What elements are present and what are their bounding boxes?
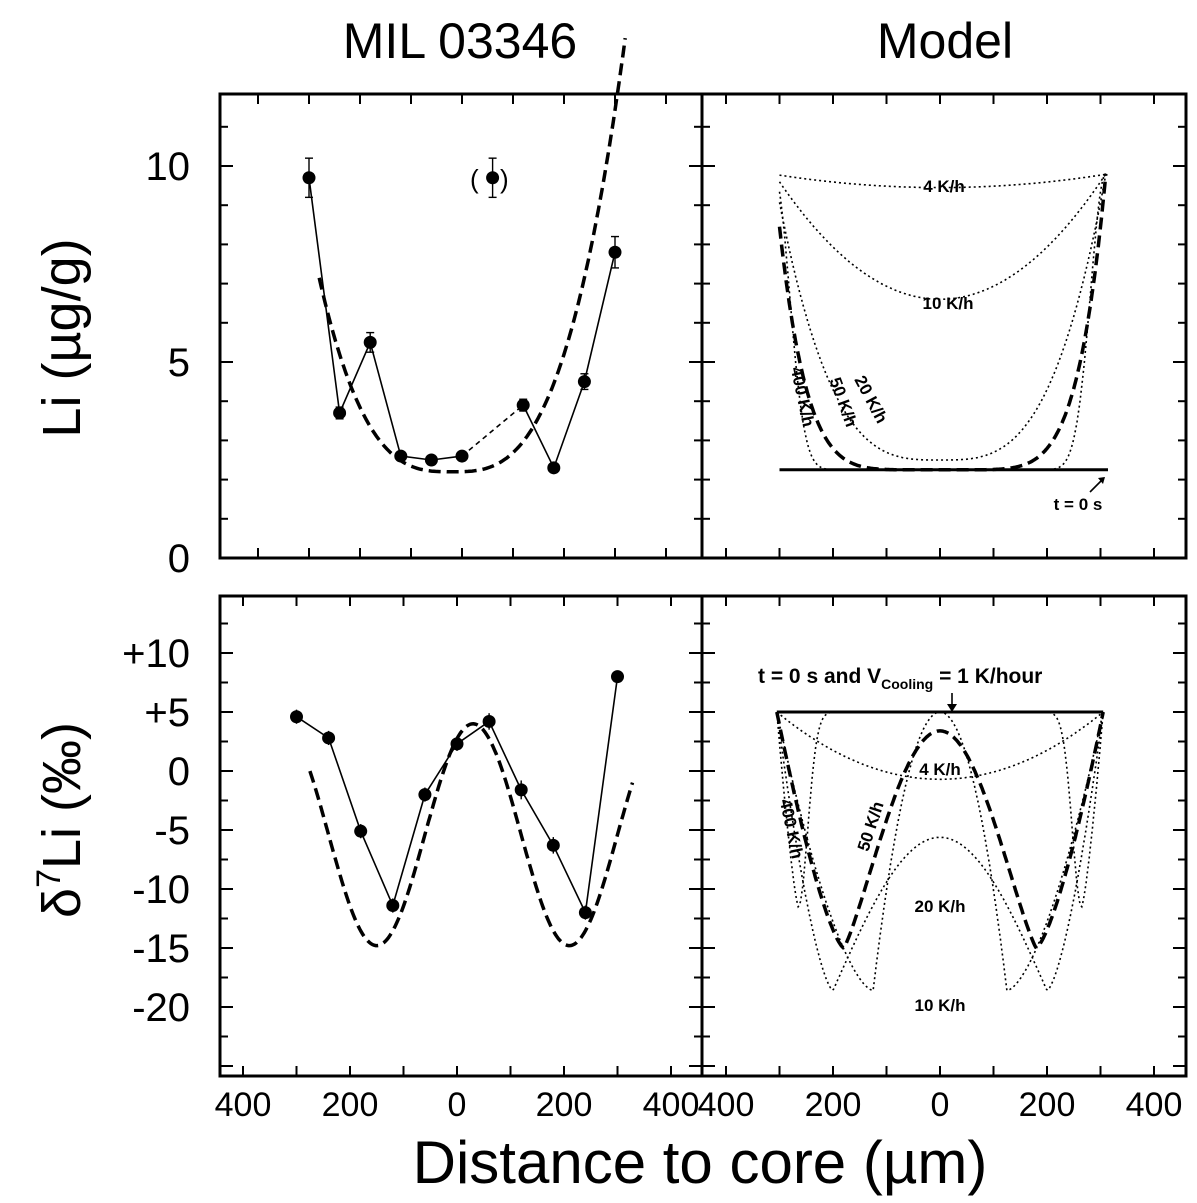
tl-data-point-4 [424,453,438,467]
bl-ytick-label-2: 0 [168,750,190,794]
bl-ytick-label-3: -5 [154,809,190,853]
br-label-10kh: 10 K/h [914,996,965,1015]
tr-curve-10kh [778,173,1107,301]
frame-top-left [218,92,704,560]
tl-connect-line-0 [308,177,463,461]
bl-model-curve [308,722,635,948]
bl-data-point-8 [546,838,560,852]
tr-curve-400kh [778,173,1107,471]
tl-connect-line-2 [522,252,616,470]
ylabel-bottom-prefix: δ [32,888,92,918]
tr-label-400kh: 400 K/h [787,365,818,428]
tl-data-point-5 [455,449,469,463]
tr-label-10kh: 10 K/h [922,294,973,313]
bl-xtick-label-2: 0 [448,1086,467,1124]
bl-data-point-3 [386,899,400,913]
panel-bottom-right: 400 200 0 200 400 [698,596,1186,1124]
tl-connect-line-1 [461,404,524,457]
col-title-right: Model [877,13,1013,69]
br-curve-4kh [776,711,1104,781]
tl-ytick-label-0: 0 [168,537,190,581]
br-curve-10kh [776,711,1104,992]
excluded-paren-right: ) [500,164,509,194]
bl-data-point-1 [322,731,336,745]
col-title-left: MIL 03346 [343,13,577,69]
br-header-b: = 1 K/hour [933,665,1042,688]
bl-ytick-label-4: -10 [132,868,190,912]
bl-xtick-label-0: 400 [215,1086,272,1124]
panel-top-right [702,94,1186,558]
bl-data-point-4 [418,788,432,802]
tl-data-point-2 [363,335,377,349]
br-header: t = 0 s and VCooling = 1 K/hour [758,665,1042,692]
tr-label-4kh: 4 K/h [923,177,965,196]
tl-data-point-6 [516,398,530,412]
bl-data-point-5 [450,737,464,751]
bl-data-point-10 [611,670,624,684]
tr-curve-20kh [778,173,1107,461]
br-header-a: t = 0 s and V [758,665,881,688]
xlabel: Distance to core (µm) [413,1129,988,1196]
bl-xtick-label-1: 200 [322,1086,379,1124]
br-xtick-label-2: 0 [931,1086,950,1124]
tr-label-t0: t = 0 s [1054,495,1103,514]
ylabel-bottom: δ7Li (‰) [30,722,92,918]
br-xtick-label-3: 200 [1019,1086,1076,1124]
br-header-sub: Cooling [881,676,933,692]
br-curve-50kh [775,711,1105,950]
panel-top-left: 0 5 10 [146,37,702,581]
bl-ytick-label-6: -20 [132,986,190,1030]
tl-excluded-point [486,171,500,185]
tl-data-point-9 [608,245,622,259]
tl-model-curve [317,37,627,474]
tl-data-point-1 [333,406,347,420]
excluded-paren-left: ( [470,164,479,194]
br-curve-20kh [776,711,1104,992]
frame-top-right [700,92,1188,560]
tl-ytick-label-2: 10 [146,145,191,189]
tl-data-point-8 [577,375,591,389]
ylabel-bottom-sup: 7 [30,869,68,888]
tl-data-point-3 [394,449,408,463]
bl-xtick-label-4: 400 [643,1086,700,1124]
tl-data-point-0 [302,171,316,185]
frame-bottom-left [218,594,704,1078]
bl-ytick-label-5: -15 [132,927,190,971]
br-label-20kh: 20 K/h [914,897,965,916]
br-xtick-label-1: 200 [805,1086,862,1124]
br-xtick-label-4: 400 [1126,1086,1183,1124]
br-curve-400kh [776,711,1104,909]
bl-data-point-7 [514,783,528,797]
bl-data-point-9 [578,906,592,920]
bl-data-point-6 [482,714,496,728]
tl-ytick-label-1: 5 [168,341,190,385]
tr-t0-arrowhead [1098,477,1105,484]
tl-data-point-7 [547,461,561,475]
frame-bottom-right [700,594,1188,1078]
bl-ytick-label-0: +10 [122,632,190,676]
panel-bottom-left: +10 +5 0 -5 -10 -15 -20 400 200 0 200 400 [122,596,702,1124]
tr-curve-50kh [777,173,1108,472]
bl-data-point-0 [290,710,303,724]
bl-ytick-label-1: +5 [144,691,190,735]
br-header-arrowhead [947,704,957,712]
br-xtick-label-0: 400 [698,1086,755,1124]
ylabel-top: Li (µg/g) [32,238,92,437]
bl-xtick-label-3: 200 [536,1086,593,1124]
bl-connect-line [296,676,619,916]
bl-data-point-2 [354,824,368,838]
ylabel-bottom-suffix: Li (‰) [32,722,92,869]
br-label-50kh: 50 K/h [854,799,888,853]
br-label-4kh: 4 K/h [919,760,961,779]
